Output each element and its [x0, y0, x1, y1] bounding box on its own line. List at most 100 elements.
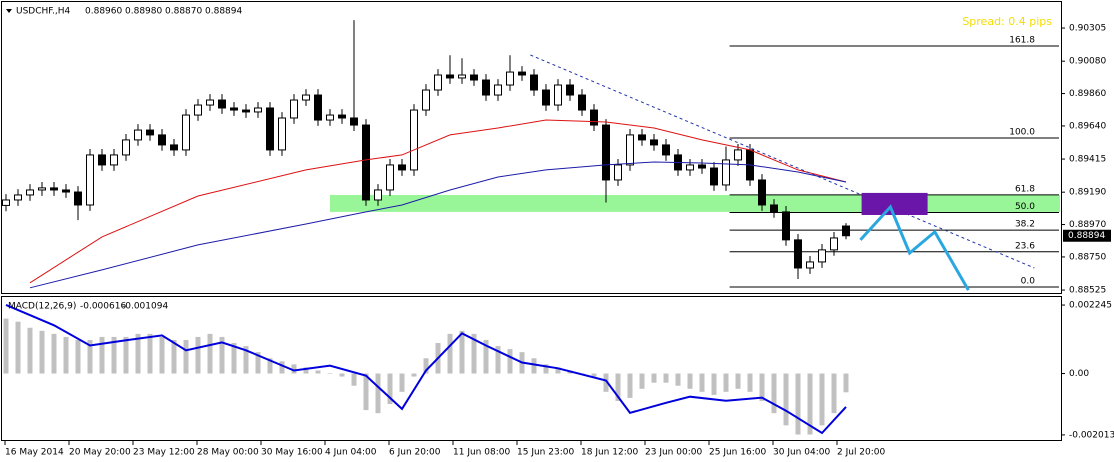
macd-bar	[591, 373, 597, 377]
macd-y-tick-label: 0.002245	[1069, 301, 1112, 311]
macd-bar	[75, 339, 81, 374]
candle-body	[302, 94, 310, 101]
macd-bar	[543, 364, 549, 374]
candle-body	[14, 194, 22, 201]
candle-body	[110, 154, 118, 166]
candle-body	[614, 164, 622, 181]
macd-bar	[63, 336, 69, 374]
macd-bar	[711, 373, 717, 395]
x-tick-label: 30 May 16:00	[261, 448, 323, 458]
macd-bar	[735, 373, 741, 389]
candle-body	[626, 134, 634, 166]
candle-body	[638, 134, 646, 141]
candle-body	[146, 129, 154, 136]
macd-bar	[39, 330, 45, 374]
candle-body	[806, 261, 814, 269]
plot-layer: 161.8 100.0 61.8 50.0 38.2 23.6 0.0 0.90305 0.90…	[2, 20, 1114, 458]
candle-body	[350, 117, 358, 126]
macd-bar	[183, 339, 189, 374]
macd-bar	[315, 370, 321, 374]
macd-bar	[639, 373, 645, 389]
candle-body	[314, 94, 322, 121]
candle-body	[422, 89, 430, 111]
macd-bar	[267, 358, 273, 374]
candle-body	[494, 84, 502, 96]
candle-body	[794, 239, 802, 269]
macd-bar	[795, 373, 801, 435]
candle-body	[458, 74, 466, 79]
macd-bar	[87, 339, 93, 374]
macd-bar	[651, 373, 657, 383]
x-tick-label: 18 Jun 12:00	[581, 448, 638, 458]
projection	[859, 204, 970, 291]
macd-bar	[351, 373, 357, 386]
macd-bar	[615, 373, 621, 401]
target-box	[861, 192, 928, 215]
macd-bar	[723, 373, 729, 392]
ohlc-close: 0.88894	[205, 7, 242, 17]
candle-body	[278, 117, 286, 151]
candle-body	[734, 149, 742, 161]
candle-body	[194, 104, 202, 116]
y-tick-label: 0.89190	[1069, 188, 1106, 198]
macd-bar	[495, 346, 501, 374]
y-tick-label: 0.89640	[1069, 121, 1106, 131]
macd-bar	[483, 339, 489, 374]
fib-label: 23.6	[1015, 241, 1035, 251]
candle-body	[602, 124, 610, 181]
candle-body	[386, 164, 394, 191]
candle-body	[134, 129, 142, 141]
y-tick-label: 0.88750	[1069, 252, 1106, 262]
candle-body	[698, 164, 706, 169]
candle-body	[434, 74, 442, 91]
macd-bar	[27, 327, 33, 374]
macd-bar	[207, 333, 213, 374]
trendline	[530, 54, 1035, 269]
main-pane	[1, 1, 1062, 294]
candle-body	[206, 99, 214, 106]
candle-body	[338, 114, 346, 119]
candle-body	[218, 99, 226, 109]
x-tick-label: 15 Jun 23:00	[517, 448, 574, 458]
macd-bar	[291, 364, 297, 374]
macd-bar	[759, 373, 765, 401]
x-tick-label: 23 Jun 00:00	[645, 448, 702, 458]
macd-bar	[159, 336, 165, 374]
fib-label: 50.0	[1015, 202, 1035, 212]
y-tick-label: 0.88525	[1069, 286, 1106, 296]
x-tick-label: 16 May 2014	[5, 448, 64, 458]
macd-bar	[807, 373, 813, 435]
candle-body	[770, 204, 778, 213]
macd-bar	[387, 373, 393, 405]
candle-body	[506, 71, 514, 86]
macd-bar	[51, 333, 57, 374]
candle-body	[782, 211, 790, 241]
macd-bar	[411, 373, 417, 377]
ohlc-low: 0.88870	[165, 7, 202, 17]
macd-bar	[231, 343, 237, 374]
candle-body	[482, 79, 490, 96]
macd-bar	[279, 361, 285, 374]
ohlc-high: 0.88980	[125, 7, 162, 17]
candle-body	[578, 94, 586, 111]
macd-bar	[627, 373, 633, 398]
fib-label: 100.0	[1009, 128, 1035, 138]
y-tick-label: 0.89415	[1069, 155, 1106, 165]
macd-bar	[15, 321, 21, 374]
macd-bar	[459, 330, 465, 374]
macd-bar	[471, 333, 477, 374]
candle-body	[170, 144, 178, 151]
macd-label: MACD(12,26,9)	[8, 302, 76, 312]
macd-bar	[3, 318, 9, 374]
x-tick-label: 6 Jun 20:00	[389, 448, 441, 458]
candle-body	[374, 189, 382, 201]
macd-bar	[675, 373, 681, 386]
macd-bar	[219, 336, 225, 374]
x-tick-label: 4 Jun 04:00	[325, 448, 377, 458]
macd-bar	[303, 367, 309, 374]
x-tick-label: 11 Jun 08:00	[453, 448, 510, 458]
candle-body	[158, 134, 166, 146]
fib-label: 38.2	[1015, 220, 1035, 230]
